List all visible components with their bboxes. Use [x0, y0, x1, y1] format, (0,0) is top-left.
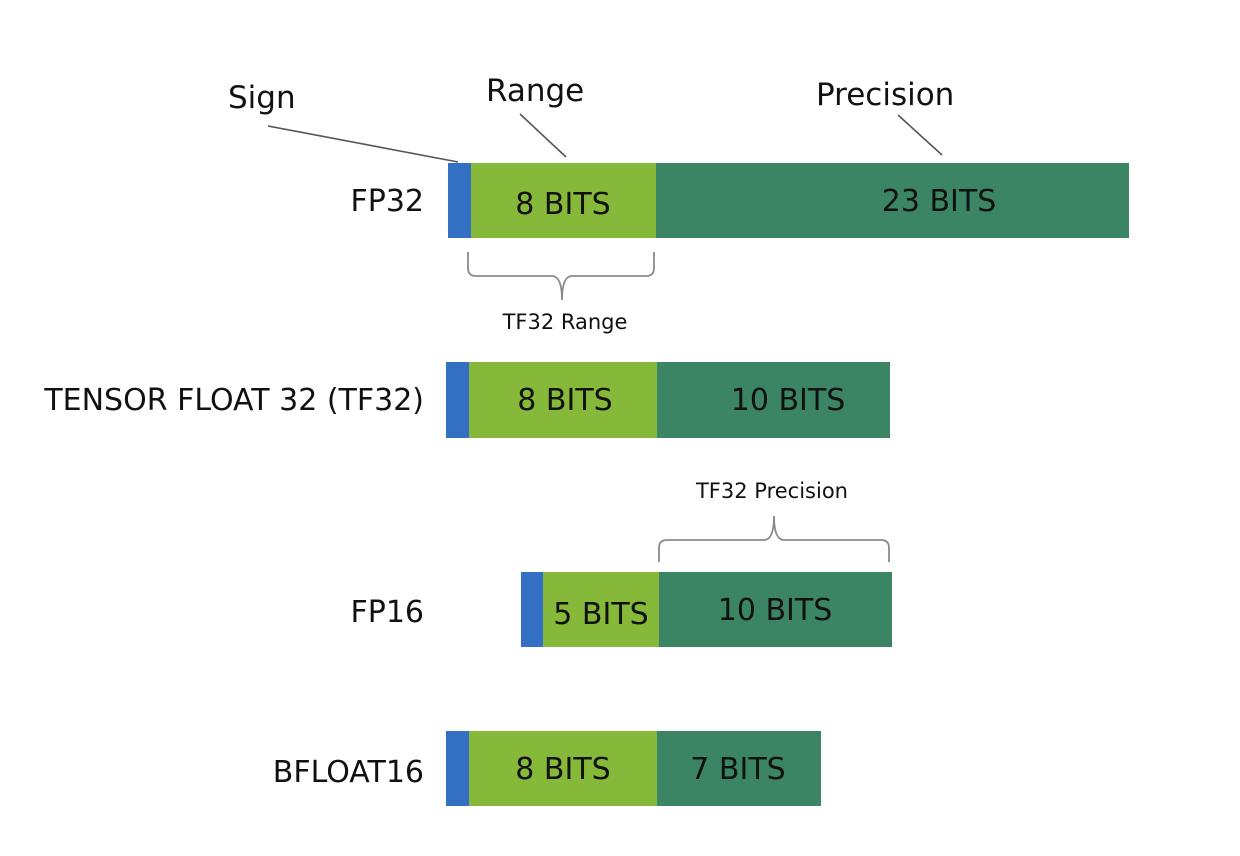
- format-name-label: FP16: [350, 595, 424, 630]
- exponent-bits-label: 8 BITS: [515, 187, 610, 222]
- exponent-segment: [543, 572, 659, 647]
- mantissa-bits-label: 10 BITS: [718, 593, 833, 628]
- format-name-label: BFLOAT16: [273, 755, 424, 790]
- mantissa-bits-label: 10 BITS: [731, 383, 846, 418]
- sign-leader-line: [267, 125, 459, 163]
- tf32-range-brace: [467, 252, 655, 301]
- exponent-bits-label: 5 BITS: [553, 597, 648, 632]
- mantissa-segment: [656, 163, 1129, 238]
- sign-bit-segment: [446, 362, 469, 438]
- mantissa-segment: [659, 572, 892, 647]
- sign-bit-segment: [446, 731, 469, 806]
- format-row-bfloat16: BFLOAT16 8 BITS 7 BITS: [273, 731, 821, 806]
- format-name-label: FP32: [350, 184, 424, 219]
- precision-annotation: Precision: [816, 77, 954, 113]
- exponent-segment: [471, 163, 656, 238]
- sign-annotation: Sign: [228, 80, 296, 116]
- format-row-tf32: TENSOR FLOAT 32 (TF32) 8 BITS 10 BITS: [43, 362, 890, 438]
- exponent-bits-label: 8 BITS: [517, 383, 612, 418]
- mantissa-segment: [657, 731, 821, 806]
- tf32-precision-brace: [658, 515, 890, 562]
- exponent-bits-label: 8 BITS: [515, 752, 610, 787]
- precision-leader-line: [897, 114, 943, 156]
- mantissa-segment: [657, 362, 890, 438]
- sign-bit-segment: [448, 163, 471, 238]
- format-row-fp32: FP32 8 BITS 23 BITS: [350, 163, 1129, 238]
- tf32-range-annotation: TF32 Range: [502, 310, 628, 334]
- exponent-segment: [469, 731, 657, 806]
- tf32-precision-annotation: TF32 Precision: [695, 479, 848, 503]
- range-leader-line: [519, 113, 567, 158]
- exponent-segment: [469, 362, 657, 438]
- range-annotation: Range: [486, 73, 584, 109]
- format-row-fp16: FP16 5 BITS 10 BITS: [350, 572, 892, 647]
- mantissa-bits-label: 7 BITS: [690, 752, 785, 787]
- mantissa-bits-label: 23 BITS: [882, 184, 997, 219]
- format-name-label: TENSOR FLOAT 32 (TF32): [43, 383, 424, 418]
- sign-bit-segment: [521, 572, 543, 647]
